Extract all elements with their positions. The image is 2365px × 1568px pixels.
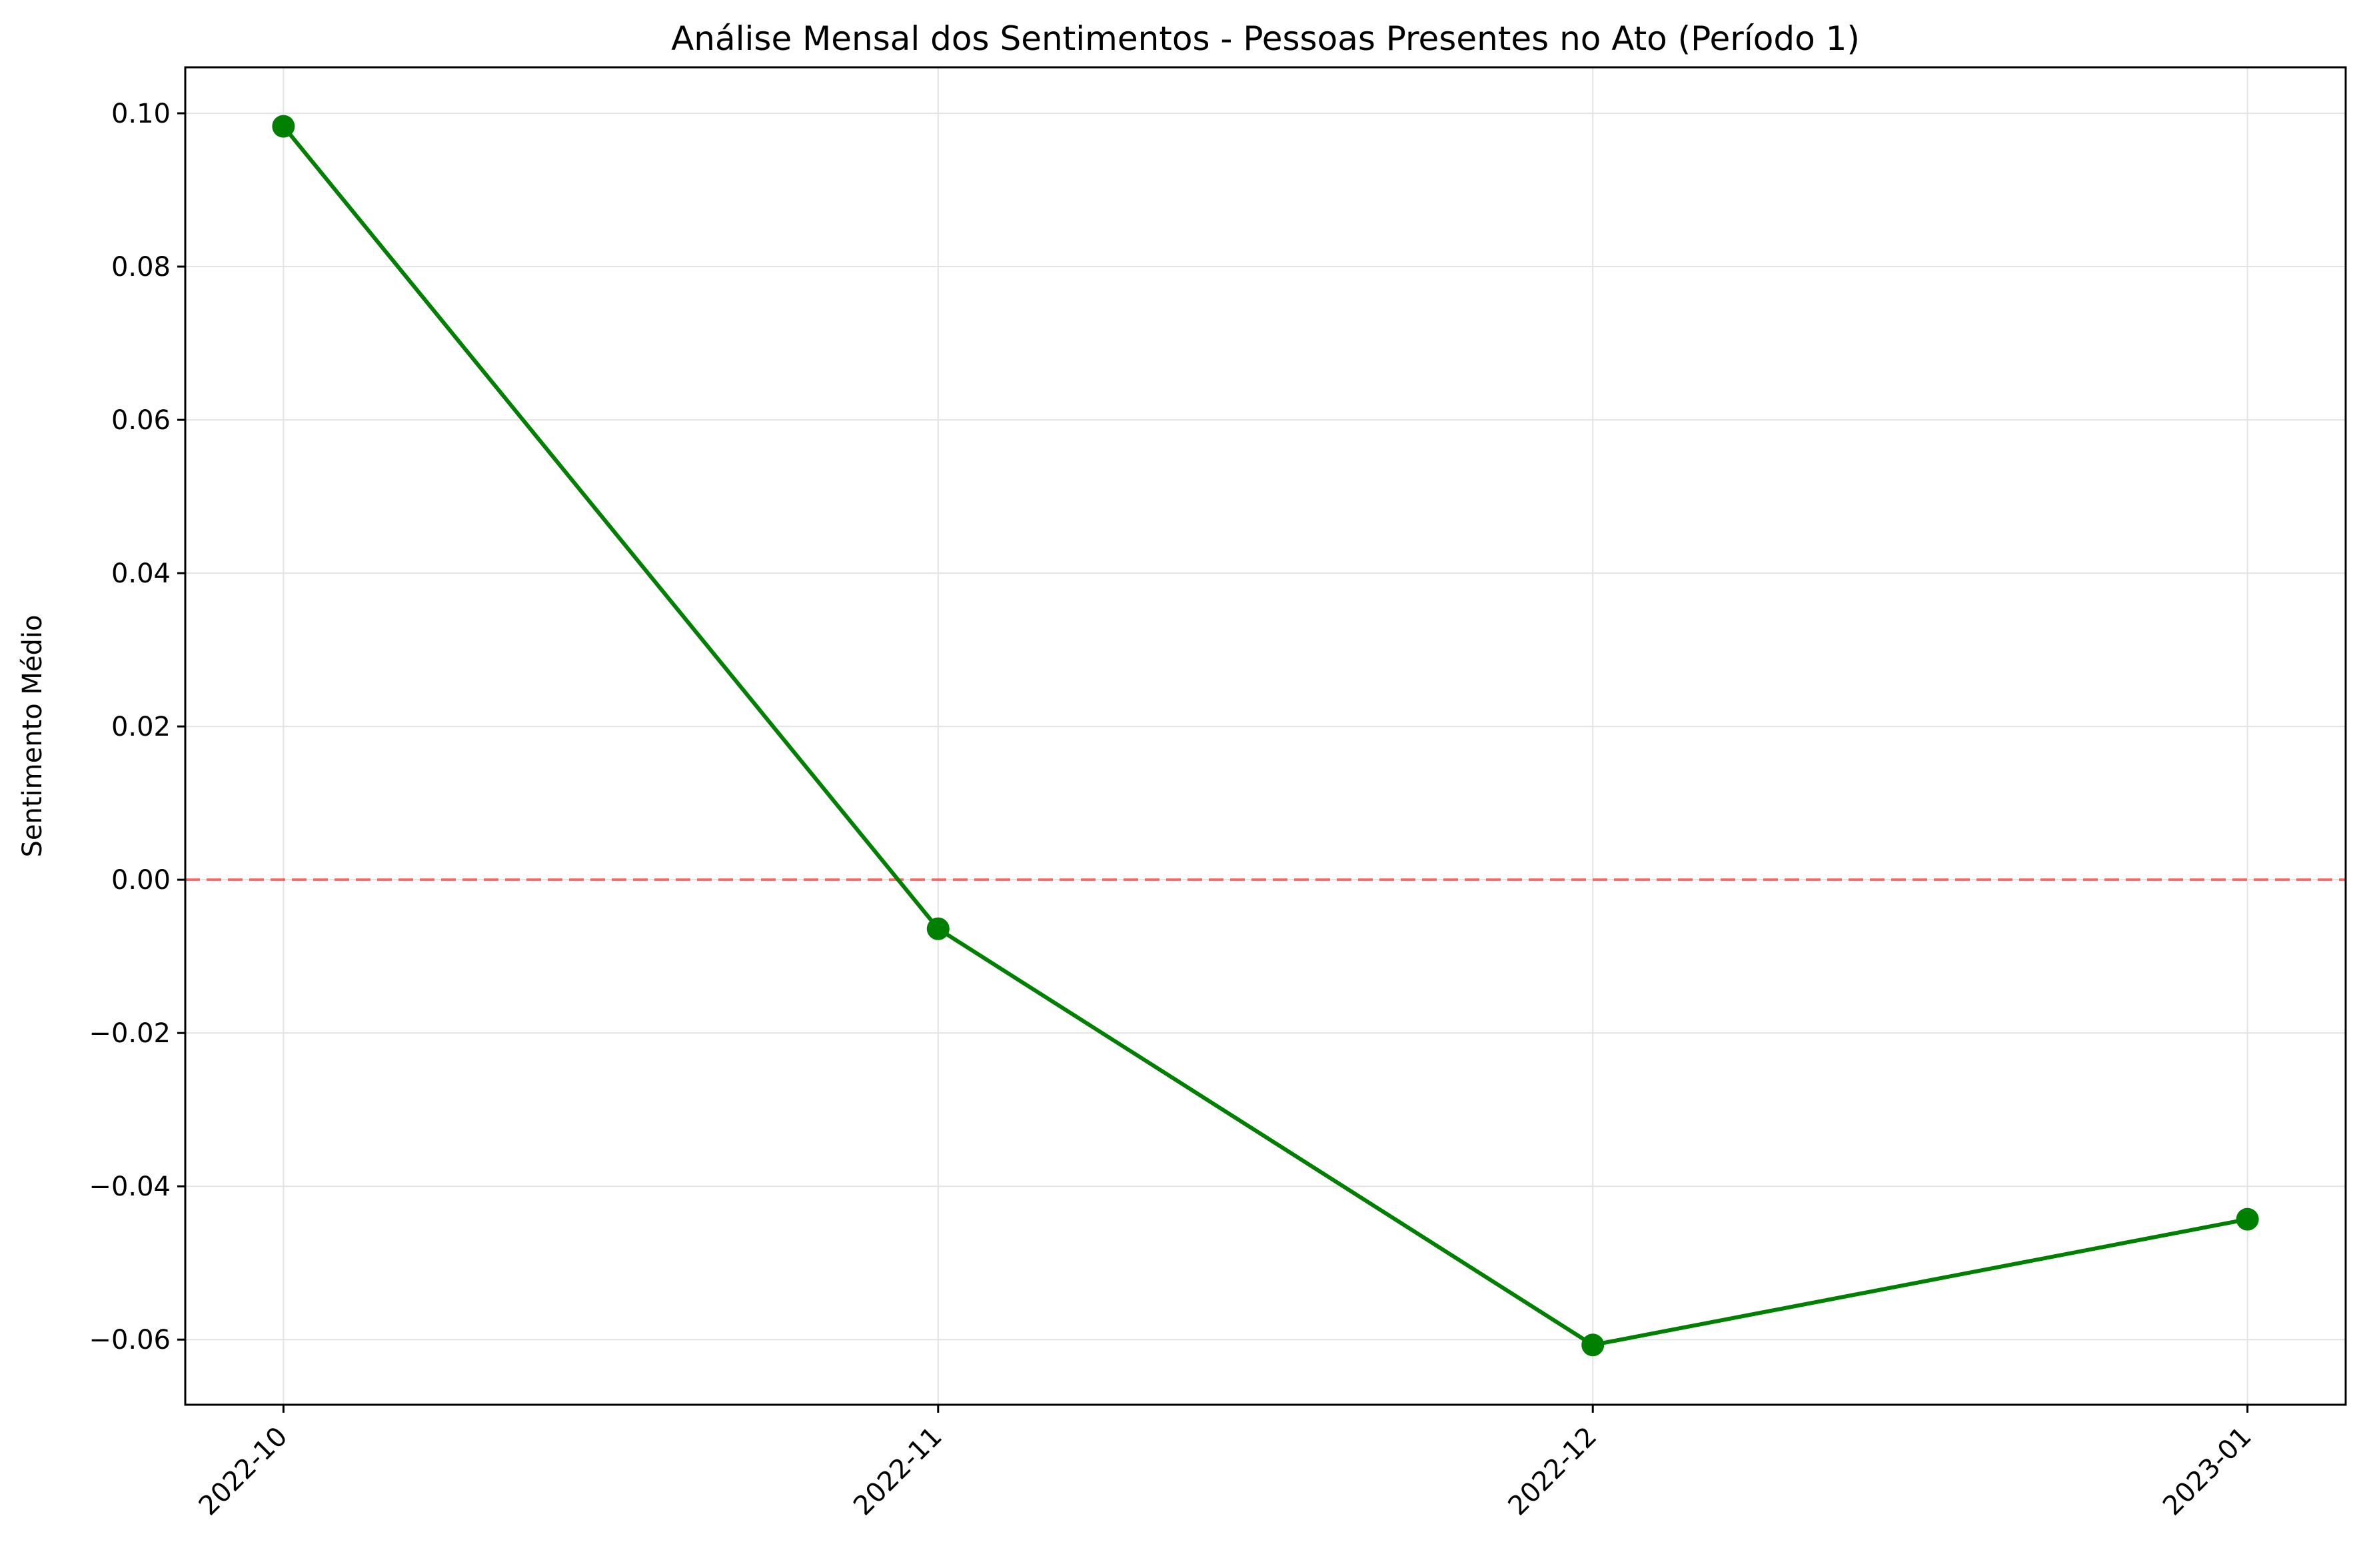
y-tick-label: 0.08 [111, 252, 171, 283]
y-tick-label: −0.06 [89, 1325, 171, 1355]
y-tick-label: 0.00 [111, 865, 171, 896]
plot-frame [184, 66, 2347, 1406]
y-tick-label: 0.02 [111, 712, 171, 742]
data-point-marker [272, 115, 295, 138]
y-tick-label: 0.04 [111, 558, 171, 589]
y-tick-label: 0.06 [111, 405, 171, 436]
series-line [282, 125, 2248, 1347]
chart-title: Análise Mensal dos Sentimentos - Pessoas… [671, 19, 1860, 58]
y-axis-ticks: 0.10 0.08 0.06 0.04 0.02 0.00 −0.02 −0.04 −0.06 [89, 99, 185, 1355]
y-tick-label: 0.10 [111, 99, 171, 129]
y-tick-label: −0.04 [89, 1172, 171, 1202]
y-tick-label: −0.02 [89, 1018, 171, 1049]
y-axis-title: Sentimento Médio [17, 614, 48, 857]
data-point-marker [2236, 1207, 2259, 1231]
series-layer [272, 115, 2259, 1357]
data-point-marker [926, 917, 950, 940]
data-point-marker [1581, 1333, 1605, 1357]
